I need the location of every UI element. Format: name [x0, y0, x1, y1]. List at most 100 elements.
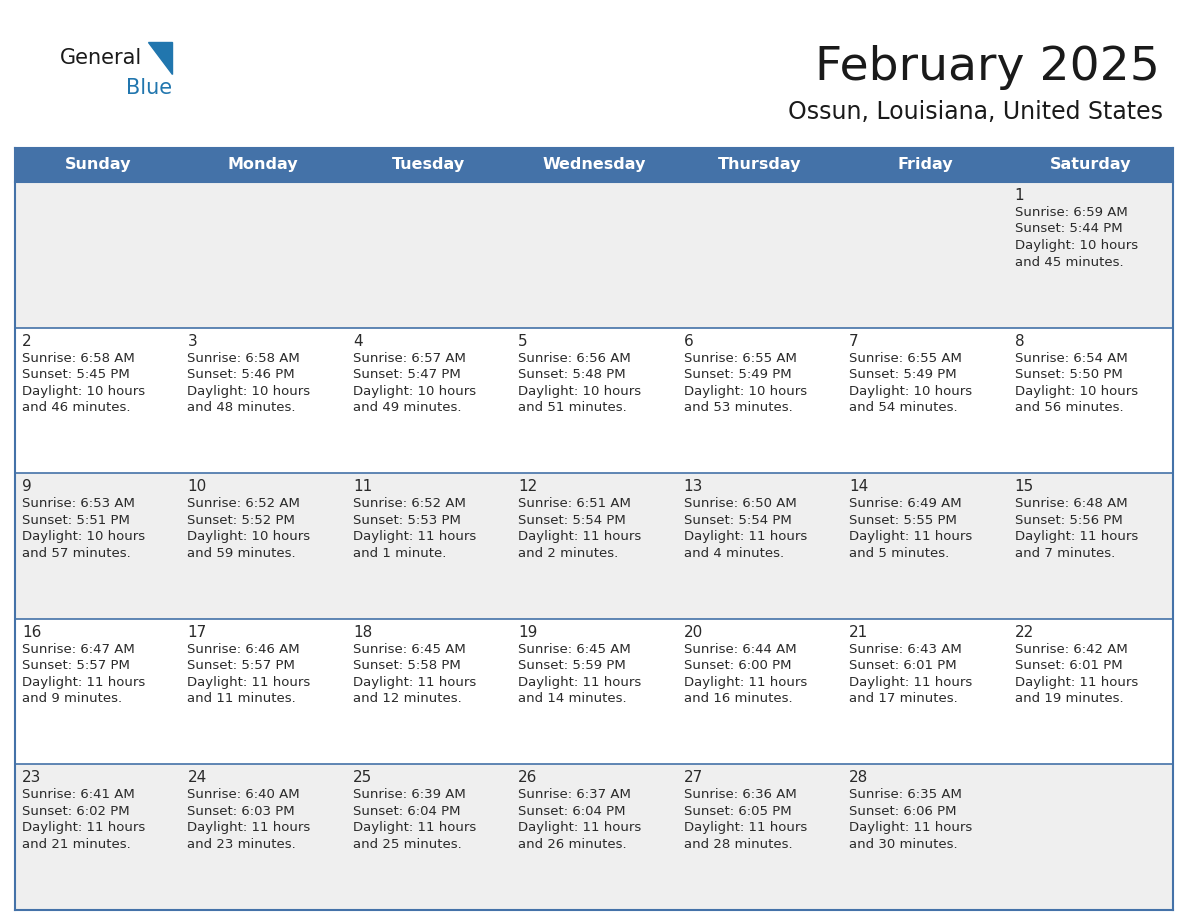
Text: Sunrise: 6:35 AM: Sunrise: 6:35 AM [849, 789, 962, 801]
Text: and 59 minutes.: and 59 minutes. [188, 547, 296, 560]
Text: Sunset: 5:45 PM: Sunset: 5:45 PM [23, 368, 129, 381]
Text: and 12 minutes.: and 12 minutes. [353, 692, 462, 705]
Text: and 25 minutes.: and 25 minutes. [353, 838, 462, 851]
Text: Monday: Monday [228, 158, 298, 173]
Text: 5: 5 [518, 333, 527, 349]
Text: and 48 minutes.: and 48 minutes. [188, 401, 296, 414]
Text: 21: 21 [849, 625, 868, 640]
Text: Sunrise: 6:36 AM: Sunrise: 6:36 AM [684, 789, 796, 801]
Text: Sunset: 5:52 PM: Sunset: 5:52 PM [188, 514, 296, 527]
Text: Sunrise: 6:53 AM: Sunrise: 6:53 AM [23, 498, 135, 510]
Text: Sunset: 6:05 PM: Sunset: 6:05 PM [684, 805, 791, 818]
Text: and 17 minutes.: and 17 minutes. [849, 692, 958, 705]
Text: 13: 13 [684, 479, 703, 494]
Text: 16: 16 [23, 625, 42, 640]
Text: 2: 2 [23, 333, 32, 349]
Text: and 21 minutes.: and 21 minutes. [23, 838, 131, 851]
Text: Daylight: 10 hours: Daylight: 10 hours [23, 385, 145, 397]
Bar [15, 148, 1173, 182]
Text: 17: 17 [188, 625, 207, 640]
Text: Sunset: 6:04 PM: Sunset: 6:04 PM [518, 805, 626, 818]
Text: Daylight: 10 hours: Daylight: 10 hours [684, 385, 807, 397]
Text: 6: 6 [684, 333, 694, 349]
Text: and 9 minutes.: and 9 minutes. [23, 692, 122, 705]
Text: and 1 minute.: and 1 minute. [353, 547, 447, 560]
Text: Daylight: 10 hours: Daylight: 10 hours [518, 385, 642, 397]
Text: Sunrise: 6:45 AM: Sunrise: 6:45 AM [518, 643, 631, 655]
Text: 4: 4 [353, 333, 362, 349]
Bar [15, 473, 1173, 619]
Text: and 4 minutes.: and 4 minutes. [684, 547, 784, 560]
Text: Sunrise: 6:39 AM: Sunrise: 6:39 AM [353, 789, 466, 801]
Text: Sunset: 5:55 PM: Sunset: 5:55 PM [849, 514, 958, 527]
Text: Friday: Friday [897, 158, 953, 173]
Bar [15, 619, 1173, 765]
Text: General: General [61, 48, 143, 68]
Text: 26: 26 [518, 770, 538, 786]
Text: Sunrise: 6:48 AM: Sunrise: 6:48 AM [1015, 498, 1127, 510]
Text: Sunrise: 6:52 AM: Sunrise: 6:52 AM [353, 498, 466, 510]
Text: Sunset: 6:01 PM: Sunset: 6:01 PM [1015, 659, 1123, 672]
Text: 24: 24 [188, 770, 207, 786]
Text: 27: 27 [684, 770, 703, 786]
Bar [15, 182, 1173, 328]
Text: Sunrise: 6:41 AM: Sunrise: 6:41 AM [23, 789, 134, 801]
Text: 18: 18 [353, 625, 372, 640]
Text: and 30 minutes.: and 30 minutes. [849, 838, 958, 851]
Text: Daylight: 10 hours: Daylight: 10 hours [1015, 385, 1138, 397]
Text: Daylight: 11 hours: Daylight: 11 hours [684, 676, 807, 688]
Text: 14: 14 [849, 479, 868, 494]
Text: and 7 minutes.: and 7 minutes. [1015, 547, 1114, 560]
Text: Daylight: 10 hours: Daylight: 10 hours [188, 385, 310, 397]
Text: Wednesday: Wednesday [542, 158, 646, 173]
Text: Sunrise: 6:51 AM: Sunrise: 6:51 AM [518, 498, 631, 510]
Text: Daylight: 11 hours: Daylight: 11 hours [849, 531, 973, 543]
Text: Daylight: 11 hours: Daylight: 11 hours [188, 822, 311, 834]
Text: Daylight: 11 hours: Daylight: 11 hours [849, 676, 973, 688]
Text: and 51 minutes.: and 51 minutes. [518, 401, 627, 414]
Text: Sunset: 5:49 PM: Sunset: 5:49 PM [684, 368, 791, 381]
Text: and 11 minutes.: and 11 minutes. [188, 692, 296, 705]
Text: and 57 minutes.: and 57 minutes. [23, 547, 131, 560]
Text: Sunset: 5:47 PM: Sunset: 5:47 PM [353, 368, 461, 381]
Text: and 54 minutes.: and 54 minutes. [849, 401, 958, 414]
Text: and 16 minutes.: and 16 minutes. [684, 692, 792, 705]
Text: and 19 minutes.: and 19 minutes. [1015, 692, 1123, 705]
Text: 11: 11 [353, 479, 372, 494]
Text: Blue: Blue [126, 78, 172, 98]
Text: Daylight: 11 hours: Daylight: 11 hours [849, 822, 973, 834]
Text: Saturday: Saturday [1049, 158, 1131, 173]
Text: Daylight: 11 hours: Daylight: 11 hours [353, 531, 476, 543]
Text: February 2025: February 2025 [815, 46, 1159, 91]
Bar [15, 765, 1173, 910]
Text: 9: 9 [23, 479, 32, 494]
Text: and 56 minutes.: and 56 minutes. [1015, 401, 1123, 414]
Text: Daylight: 11 hours: Daylight: 11 hours [1015, 676, 1138, 688]
Text: Daylight: 11 hours: Daylight: 11 hours [684, 822, 807, 834]
Polygon shape [148, 42, 172, 74]
Text: Sunset: 5:54 PM: Sunset: 5:54 PM [518, 514, 626, 527]
Text: Sunrise: 6:50 AM: Sunrise: 6:50 AM [684, 498, 796, 510]
Text: Sunrise: 6:58 AM: Sunrise: 6:58 AM [23, 352, 134, 364]
Text: Sunset: 6:06 PM: Sunset: 6:06 PM [849, 805, 956, 818]
Text: 22: 22 [1015, 625, 1034, 640]
Text: Daylight: 11 hours: Daylight: 11 hours [518, 676, 642, 688]
Text: 28: 28 [849, 770, 868, 786]
Text: Sunrise: 6:37 AM: Sunrise: 6:37 AM [518, 789, 631, 801]
Text: 7: 7 [849, 333, 859, 349]
Text: Sunrise: 6:47 AM: Sunrise: 6:47 AM [23, 643, 134, 655]
Text: 20: 20 [684, 625, 703, 640]
Text: Sunset: 5:46 PM: Sunset: 5:46 PM [188, 368, 295, 381]
Text: Sunrise: 6:40 AM: Sunrise: 6:40 AM [188, 789, 301, 801]
Text: 15: 15 [1015, 479, 1034, 494]
Text: and 2 minutes.: and 2 minutes. [518, 547, 619, 560]
Text: and 5 minutes.: and 5 minutes. [849, 547, 949, 560]
Text: Daylight: 10 hours: Daylight: 10 hours [849, 385, 972, 397]
Text: and 28 minutes.: and 28 minutes. [684, 838, 792, 851]
Text: Sunset: 5:54 PM: Sunset: 5:54 PM [684, 514, 791, 527]
Text: Sunset: 5:56 PM: Sunset: 5:56 PM [1015, 514, 1123, 527]
Text: Daylight: 11 hours: Daylight: 11 hours [353, 822, 476, 834]
Text: and 49 minutes.: and 49 minutes. [353, 401, 461, 414]
Text: Sunrise: 6:59 AM: Sunrise: 6:59 AM [1015, 206, 1127, 219]
Text: Sunrise: 6:54 AM: Sunrise: 6:54 AM [1015, 352, 1127, 364]
